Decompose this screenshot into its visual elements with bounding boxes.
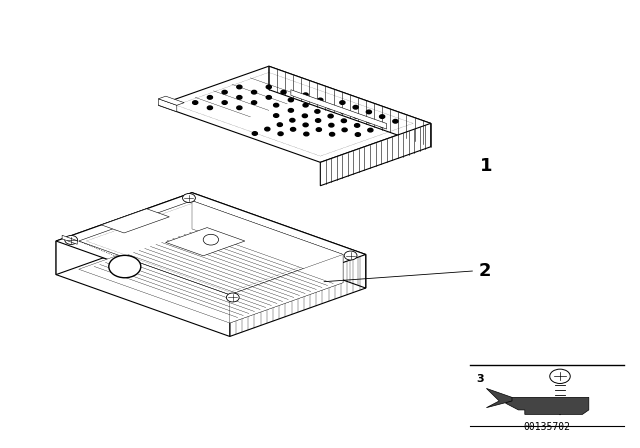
Circle shape <box>237 106 242 110</box>
Polygon shape <box>79 201 343 295</box>
Circle shape <box>207 95 212 99</box>
Circle shape <box>281 90 286 94</box>
Polygon shape <box>56 241 230 336</box>
Circle shape <box>353 105 358 109</box>
Polygon shape <box>486 388 512 408</box>
Circle shape <box>65 236 77 245</box>
Circle shape <box>277 123 282 126</box>
Circle shape <box>318 98 323 102</box>
Circle shape <box>222 101 227 104</box>
Circle shape <box>340 101 345 104</box>
Circle shape <box>304 132 309 136</box>
Circle shape <box>329 123 334 127</box>
Polygon shape <box>192 201 343 283</box>
Polygon shape <box>56 193 192 275</box>
Circle shape <box>274 114 279 117</box>
Circle shape <box>266 85 271 89</box>
Text: 00135702: 00135702 <box>524 422 571 432</box>
Circle shape <box>288 108 294 112</box>
Circle shape <box>327 105 332 109</box>
Polygon shape <box>321 123 431 186</box>
Polygon shape <box>101 209 170 233</box>
Circle shape <box>368 128 373 132</box>
Circle shape <box>380 124 385 128</box>
Circle shape <box>316 119 321 122</box>
Circle shape <box>274 103 279 107</box>
Polygon shape <box>230 254 365 336</box>
Polygon shape <box>252 242 290 261</box>
Polygon shape <box>291 90 387 129</box>
Circle shape <box>265 127 270 131</box>
Circle shape <box>302 114 307 118</box>
Polygon shape <box>269 66 431 147</box>
Circle shape <box>291 128 296 131</box>
Circle shape <box>380 115 385 118</box>
Circle shape <box>266 95 271 99</box>
Circle shape <box>341 119 346 123</box>
Text: 2: 2 <box>479 262 492 280</box>
Circle shape <box>366 110 371 114</box>
Circle shape <box>303 123 308 127</box>
Polygon shape <box>158 96 184 105</box>
Circle shape <box>303 93 308 97</box>
Polygon shape <box>62 235 77 244</box>
Circle shape <box>344 251 357 260</box>
Circle shape <box>355 124 360 127</box>
Circle shape <box>330 133 335 136</box>
Text: 1: 1 <box>480 157 493 175</box>
Circle shape <box>193 101 198 104</box>
Circle shape <box>252 101 257 104</box>
Text: 3: 3 <box>120 260 129 273</box>
Circle shape <box>278 132 283 136</box>
Polygon shape <box>192 193 365 288</box>
Circle shape <box>550 369 570 383</box>
Circle shape <box>315 110 320 113</box>
Polygon shape <box>56 193 365 303</box>
Polygon shape <box>79 229 343 323</box>
Circle shape <box>367 119 372 123</box>
Polygon shape <box>166 228 245 256</box>
Circle shape <box>252 132 257 135</box>
Circle shape <box>237 95 242 99</box>
Circle shape <box>222 90 227 94</box>
Circle shape <box>290 118 295 122</box>
Circle shape <box>340 110 346 113</box>
Circle shape <box>316 128 321 131</box>
Circle shape <box>182 194 195 202</box>
Polygon shape <box>158 66 431 162</box>
Circle shape <box>252 90 257 94</box>
Circle shape <box>393 120 398 123</box>
Circle shape <box>342 128 347 132</box>
Circle shape <box>328 114 333 118</box>
Polygon shape <box>158 99 177 112</box>
Polygon shape <box>506 397 589 414</box>
Circle shape <box>227 293 239 302</box>
Circle shape <box>207 106 212 110</box>
Polygon shape <box>230 254 343 323</box>
Circle shape <box>237 85 242 89</box>
Circle shape <box>109 255 141 278</box>
Text: 3: 3 <box>477 374 484 384</box>
Circle shape <box>204 234 219 245</box>
Circle shape <box>355 133 360 136</box>
Circle shape <box>303 103 308 107</box>
Circle shape <box>354 115 359 118</box>
Circle shape <box>288 98 294 102</box>
